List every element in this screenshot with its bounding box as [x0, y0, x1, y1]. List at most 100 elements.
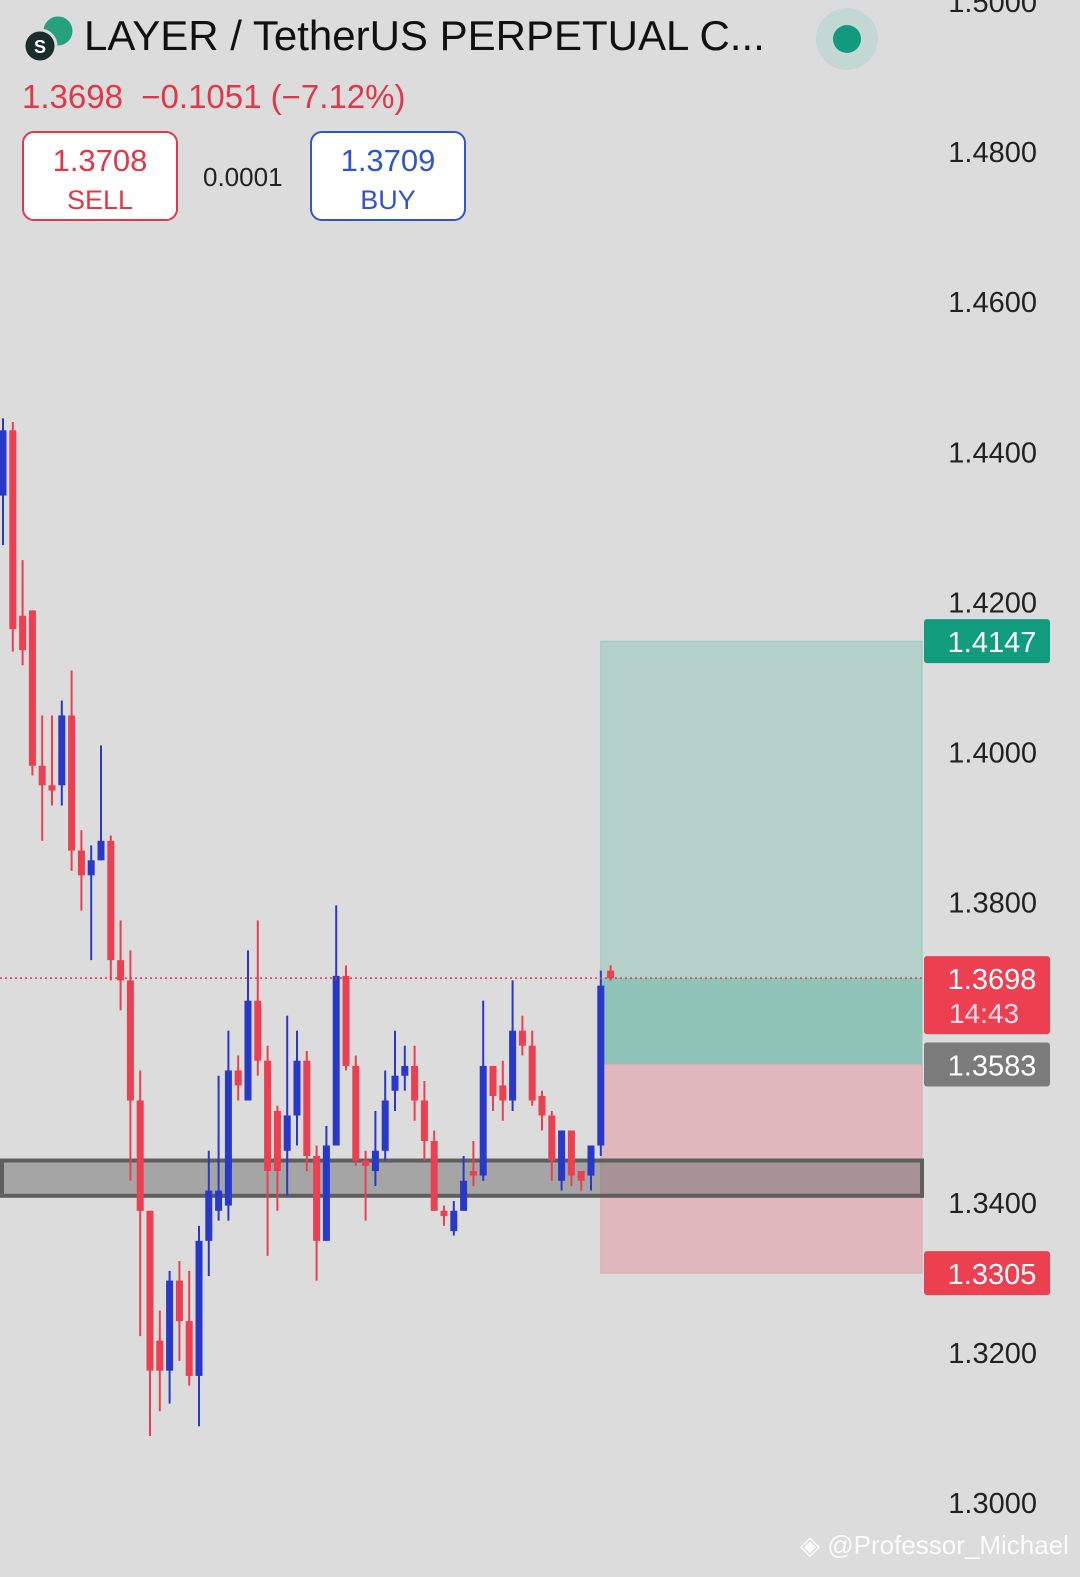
candle-body	[332, 975, 340, 1146]
price-change: 1.3698 −0.1051 (−7.12%)	[22, 78, 406, 116]
y-tick-label: 1.5000	[948, 0, 1037, 19]
candle-body	[38, 765, 46, 786]
candle-body	[254, 1000, 262, 1061]
candle-body	[48, 785, 56, 791]
candle-body	[77, 850, 85, 876]
symbol-title: LAYER / TetherUS PERPETUAL C...	[84, 12, 765, 59]
candle-body	[97, 840, 105, 861]
candle-body	[577, 1171, 585, 1181]
y-tick-label: 1.3000	[948, 1488, 1037, 1520]
buy-price: 1.3709	[340, 143, 436, 178]
candle-body	[107, 840, 115, 961]
target-tag	[924, 619, 1050, 664]
candle-body	[126, 980, 134, 1101]
candle-body	[607, 970, 615, 979]
status-indicator[interactable]	[816, 8, 878, 70]
candle-body	[558, 1130, 566, 1181]
candle-body	[156, 1340, 164, 1371]
candle-body	[273, 1110, 281, 1172]
candle-body	[420, 1100, 428, 1142]
candle-body	[9, 430, 17, 630]
candle-body	[28, 610, 36, 766]
entry-tag-label: 1.3583	[948, 1050, 1037, 1082]
candle-body	[264, 1060, 272, 1172]
candle-body	[175, 1280, 183, 1322]
spread: 0.0001	[203, 162, 283, 192]
change-pct: (−7.12%)	[270, 78, 406, 115]
candle-body	[479, 1065, 487, 1176]
candle-body	[283, 1115, 291, 1151]
candle-body	[538, 1095, 546, 1116]
candle-body	[244, 1000, 252, 1101]
candle-body	[411, 1065, 419, 1101]
candle-body	[430, 1141, 438, 1211]
candle-body	[518, 1030, 526, 1046]
candle-body	[234, 1070, 242, 1086]
stop-tag	[924, 1251, 1050, 1296]
candle-body	[146, 1210, 154, 1371]
candle-body	[567, 1130, 575, 1176]
candle-body	[499, 1085, 507, 1101]
change: −0.1051	[141, 78, 262, 115]
candle-body	[509, 1030, 517, 1101]
last-price: 1.3698	[22, 78, 123, 115]
candle-body	[381, 1100, 389, 1151]
candle-body	[68, 715, 76, 851]
candle-body	[19, 615, 27, 651]
sell-price: 1.3708	[52, 143, 148, 178]
watermark-text: @Professor_Michael	[827, 1530, 1069, 1560]
candle-body	[440, 1210, 448, 1217]
candle-body	[391, 1075, 399, 1091]
y-tick-label: 1.4600	[948, 287, 1037, 319]
buy-label: BUY	[360, 185, 416, 215]
y-tick-label: 1.3200	[948, 1338, 1037, 1370]
candle-body	[352, 1065, 360, 1161]
candle-body	[87, 860, 95, 876]
candle-body	[117, 960, 125, 981]
buy-button[interactable]: 1.3709 BUY	[310, 131, 466, 221]
sell-button[interactable]: 1.3708 SELL	[22, 131, 178, 221]
candle-body	[58, 715, 66, 786]
open-profit-zone	[600, 978, 922, 1065]
candle-body	[371, 1150, 379, 1172]
candle-body	[136, 1100, 144, 1211]
candle-body	[460, 1180, 468, 1211]
candle-body	[528, 1045, 536, 1101]
candle-body	[303, 1060, 311, 1157]
last-price-tag-label: 1.3698	[948, 964, 1037, 996]
candle-body	[401, 1065, 409, 1076]
target-tag-label: 1.4147	[948, 627, 1037, 659]
entry-tag	[924, 1042, 1050, 1087]
candle-body	[0, 430, 7, 496]
candle-body	[166, 1280, 174, 1371]
y-tick-label: 1.4000	[948, 738, 1037, 770]
candle-body	[195, 1240, 203, 1376]
y-tick-label: 1.4200	[948, 587, 1037, 619]
candle-body	[322, 1145, 330, 1241]
candle-body	[342, 975, 350, 1066]
candle-body	[469, 1171, 477, 1176]
candle-body	[224, 1070, 232, 1206]
candle-body	[185, 1321, 193, 1376]
y-tick-label: 1.3400	[948, 1188, 1037, 1220]
logo: S	[22, 13, 76, 64]
candle-body	[489, 1065, 497, 1096]
y-tick-label: 1.4800	[948, 137, 1037, 169]
svg-text:S: S	[34, 37, 46, 57]
candle-body	[548, 1115, 556, 1161]
candle-body	[205, 1190, 213, 1241]
sell-label: SELL	[66, 185, 134, 215]
countdown: 14:43	[949, 998, 1019, 1029]
candle-body	[587, 1145, 595, 1176]
stop-tag-label: 1.3305	[948, 1259, 1037, 1291]
candle-body	[293, 1060, 301, 1116]
y-tick-label: 1.3800	[948, 888, 1037, 920]
last-price-tag	[924, 956, 1050, 1035]
watermark: ◈ @Professor_Michael	[800, 1530, 1069, 1560]
candle-body	[597, 985, 605, 1146]
candle-body	[362, 1160, 370, 1166]
candle-body	[450, 1210, 458, 1232]
candle-body	[313, 1156, 321, 1241]
